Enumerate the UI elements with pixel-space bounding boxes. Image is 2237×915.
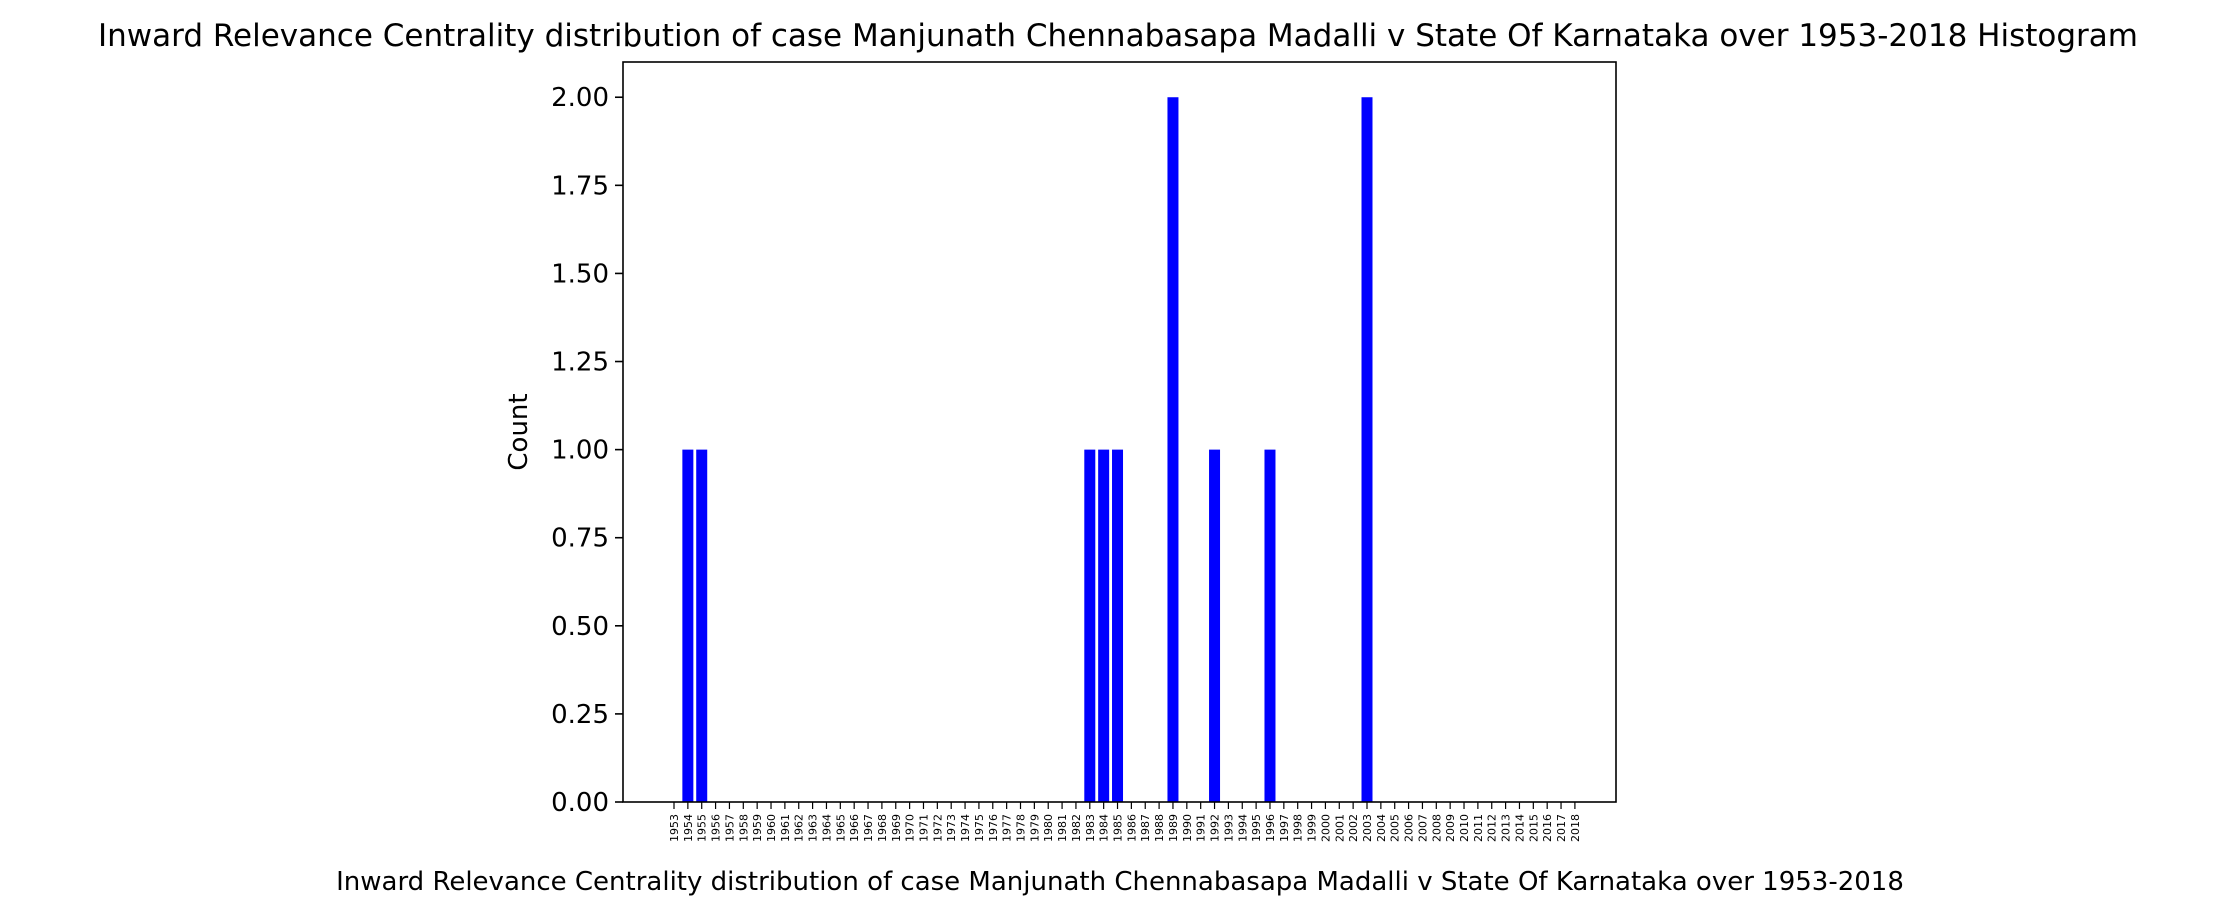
x-tick-label-1966: 1966 <box>848 814 861 842</box>
x-tick-label-1995: 1995 <box>1250 814 1263 842</box>
x-tick-label-2003: 2003 <box>1361 814 1374 842</box>
bar-1955 <box>696 449 708 802</box>
bar-1992 <box>1209 449 1221 802</box>
x-tick-label-1987: 1987 <box>1139 814 1152 842</box>
bars-group <box>682 97 1373 803</box>
x-tick-label-1970: 1970 <box>904 814 917 842</box>
x-tick-label-1985: 1985 <box>1112 814 1125 842</box>
x-tick-label-1971: 1971 <box>917 814 930 842</box>
x-tick-label-1973: 1973 <box>945 814 958 842</box>
x-tick-label-1978: 1978 <box>1015 814 1028 842</box>
x-tick-label-1997: 1997 <box>1278 814 1291 842</box>
x-axis-ticks: 1953 1954 1955 1956 1957 1958 1959 1960 1961 1962… <box>668 802 1582 842</box>
x-tick-label-1965: 1965 <box>834 814 847 842</box>
x-tick-label-2018: 2018 <box>1569 814 1582 842</box>
x-tick-label-1984: 1984 <box>1098 814 1111 842</box>
x-tick-label-1969: 1969 <box>890 814 903 842</box>
bar-1983 <box>1084 449 1096 802</box>
y-tick-label: 0.50 <box>551 612 609 642</box>
y-tick-label: 0.75 <box>551 524 609 554</box>
x-tick-label-1961: 1961 <box>779 814 792 842</box>
x-tick-label-1998: 1998 <box>1292 814 1305 842</box>
y-tick-label: 0.00 <box>551 788 609 818</box>
bar-1954 <box>682 449 694 802</box>
y-tick-label: 1.25 <box>551 348 609 378</box>
x-tick-label-1963: 1963 <box>807 814 820 842</box>
x-tick-label-1979: 1979 <box>1028 814 1041 842</box>
x-tick-label-1962: 1962 <box>793 814 806 842</box>
x-tick-label-1988: 1988 <box>1153 814 1166 842</box>
chart-title: Inward Relevance Centrality distribution… <box>98 18 2138 54</box>
y-tick-label: 0.25 <box>551 700 609 730</box>
bar-1984 <box>1098 449 1110 802</box>
x-tick-label-1959: 1959 <box>751 814 764 842</box>
x-tick-label-2009: 2009 <box>1444 814 1457 842</box>
x-tick-label-2012: 2012 <box>1486 814 1499 842</box>
x-tick-label-1990: 1990 <box>1181 814 1194 842</box>
x-tick-label-2006: 2006 <box>1403 814 1416 842</box>
x-tick-label-1989: 1989 <box>1167 814 1180 842</box>
x-tick-label-1982: 1982 <box>1070 814 1083 842</box>
x-tick-label-1960: 1960 <box>765 814 778 842</box>
x-tick-label-2013: 2013 <box>1500 814 1513 842</box>
bar-1996 <box>1264 449 1276 802</box>
x-tick-label-1980: 1980 <box>1042 814 1055 842</box>
x-axis-label: Inward Relevance Centrality distribution… <box>336 867 1904 897</box>
x-tick-label-1968: 1968 <box>876 814 889 842</box>
x-tick-label-1976: 1976 <box>987 814 1000 842</box>
x-tick-label-1975: 1975 <box>973 814 986 842</box>
x-tick-label-1972: 1972 <box>931 814 944 842</box>
plot-frame <box>622 61 1617 803</box>
x-tick-label-1994: 1994 <box>1236 814 1249 842</box>
x-tick-label-2008: 2008 <box>1430 814 1443 842</box>
x-tick-label-2010: 2010 <box>1458 814 1471 842</box>
x-tick-label-1996: 1996 <box>1264 814 1277 842</box>
x-tick-label-1964: 1964 <box>820 814 833 842</box>
bar-1989 <box>1167 97 1179 803</box>
x-tick-label-2005: 2005 <box>1389 814 1402 842</box>
x-tick-label-1999: 1999 <box>1306 814 1319 842</box>
x-tick-label-1957: 1957 <box>723 814 736 842</box>
bar-1985 <box>1112 449 1124 802</box>
x-tick-label-1983: 1983 <box>1084 814 1097 842</box>
x-tick-label-1958: 1958 <box>737 814 750 842</box>
x-tick-label-1986: 1986 <box>1125 814 1138 842</box>
x-tick-label-1974: 1974 <box>959 814 972 842</box>
x-tick-label-2004: 2004 <box>1375 814 1388 842</box>
x-tick-label-1981: 1981 <box>1056 814 1069 842</box>
x-tick-label-1967: 1967 <box>862 814 875 842</box>
y-tick-label: 1.75 <box>551 171 609 201</box>
x-tick-label-1954: 1954 <box>682 814 695 842</box>
y-tick-label: 1.00 <box>551 436 609 466</box>
x-tick-label-2000: 2000 <box>1319 814 1332 842</box>
x-tick-label-2017: 2017 <box>1555 814 1568 842</box>
x-tick-label-1991: 1991 <box>1195 814 1208 842</box>
y-axis-ticks: 0.00 0.25 0.50 0.75 1.00 1.25 1.50 1.75 2.00 <box>551 83 623 818</box>
x-tick-label-2011: 2011 <box>1472 814 1485 842</box>
x-tick-label-1977: 1977 <box>1001 814 1014 842</box>
x-tick-label-1993: 1993 <box>1222 814 1235 842</box>
bar-2003 <box>1361 97 1373 803</box>
x-tick-label-2015: 2015 <box>1527 814 1540 842</box>
y-tick-label: 1.50 <box>551 259 609 289</box>
y-tick-label: 2.00 <box>551 83 609 113</box>
x-tick-label-1992: 1992 <box>1209 814 1222 842</box>
y-axis-label: Count <box>504 393 534 470</box>
x-tick-label-2001: 2001 <box>1333 814 1346 842</box>
x-tick-label-1953: 1953 <box>668 814 681 842</box>
x-tick-label-1956: 1956 <box>710 814 723 842</box>
x-tick-label-2016: 2016 <box>1541 814 1554 842</box>
x-tick-label-2014: 2014 <box>1513 814 1526 842</box>
x-tick-label-2007: 2007 <box>1416 814 1429 842</box>
x-tick-label-1955: 1955 <box>696 814 709 842</box>
x-tick-label-2002: 2002 <box>1347 814 1360 842</box>
